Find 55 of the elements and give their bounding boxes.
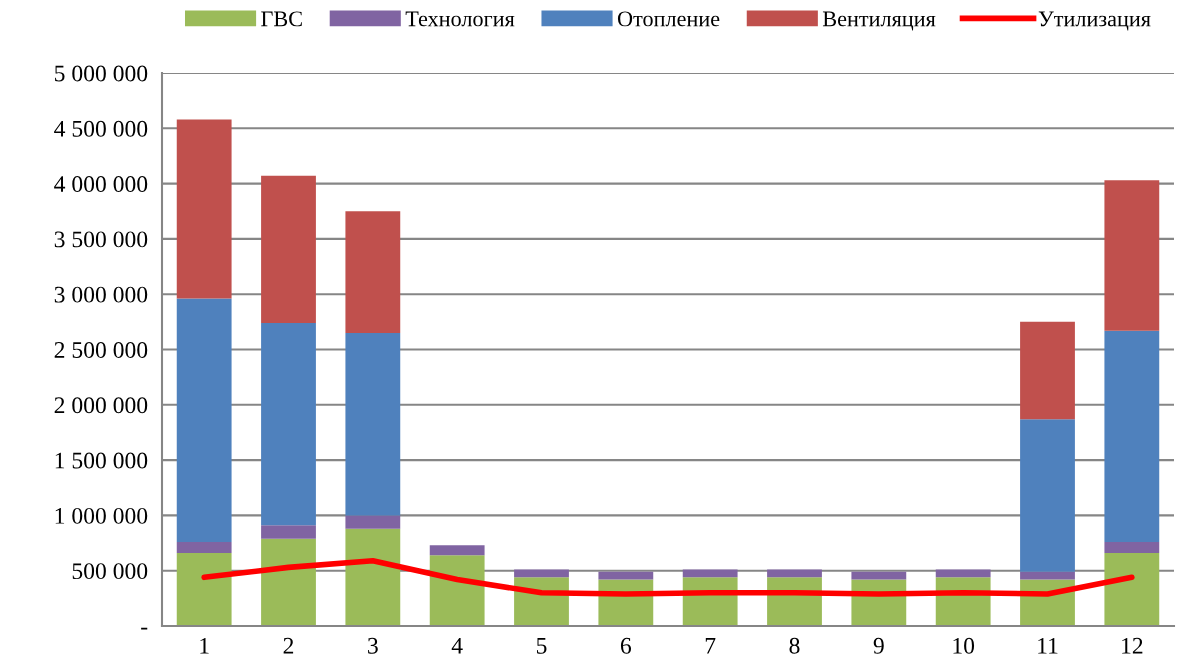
bar <box>1104 330 1160 542</box>
y-tick-label: 500 000 <box>72 563 148 580</box>
x-tick-label: 8 <box>789 637 800 654</box>
x-tick-label: 4 <box>451 637 463 654</box>
bar <box>935 569 991 578</box>
x-tick-label: 6 <box>620 637 632 654</box>
y-tick-label: 1 500 000 <box>55 452 148 469</box>
y-tick-label: 1 000 000 <box>55 507 148 524</box>
bar <box>176 541 232 553</box>
bar <box>261 538 316 626</box>
bar <box>345 528 401 626</box>
bar <box>176 553 232 626</box>
x-tick-label: 7 <box>705 638 716 654</box>
x-tick-label: 12 <box>1122 637 1143 654</box>
bar <box>345 332 401 516</box>
y-tick-label: 2 500 000 <box>54 341 148 358</box>
bar <box>1020 321 1075 420</box>
y-tick-label: 4 000 000 <box>54 176 148 193</box>
legend-label: Отопление <box>617 11 720 27</box>
bar <box>345 515 401 529</box>
bar <box>261 322 316 526</box>
x-tick-label: 5 <box>536 638 547 654</box>
bar <box>261 525 316 539</box>
x-tick-label: 1 <box>200 637 209 654</box>
y-tick-label: 2 000 000 <box>54 397 148 414</box>
bar <box>429 555 485 626</box>
x-tick-label: 2 <box>283 637 294 654</box>
y-tick-label: 5 000 000 <box>55 65 148 82</box>
y-tick-label: 3 500 000 <box>54 231 148 248</box>
x-tick-label: 3 <box>368 637 378 654</box>
y-tick-label: - <box>141 627 148 630</box>
bar <box>514 569 569 578</box>
bar <box>176 119 232 299</box>
bar <box>1020 419 1075 572</box>
bar <box>1104 553 1160 626</box>
bar <box>429 545 485 556</box>
x-tick-label: 10 <box>953 637 975 654</box>
bar <box>1104 180 1160 331</box>
x-tick-label: 9 <box>873 637 884 654</box>
legend-label: ГВС <box>261 11 302 27</box>
legend-label: Вентиляция <box>822 11 936 31</box>
bar <box>682 569 738 578</box>
bar <box>851 571 907 580</box>
x-tick-label: 11 <box>1038 637 1058 654</box>
bar <box>176 298 232 542</box>
y-tick-label: 3 000 000 <box>54 286 148 303</box>
bar <box>1020 571 1075 580</box>
y-tick-label: 4 500 000 <box>54 120 148 137</box>
bar <box>767 569 822 578</box>
legend-label: Технология <box>405 11 515 27</box>
bar <box>598 571 654 580</box>
bar <box>345 211 401 333</box>
bar <box>261 175 316 323</box>
legend-label: Утилизация <box>1038 11 1151 31</box>
bar <box>1104 541 1160 553</box>
